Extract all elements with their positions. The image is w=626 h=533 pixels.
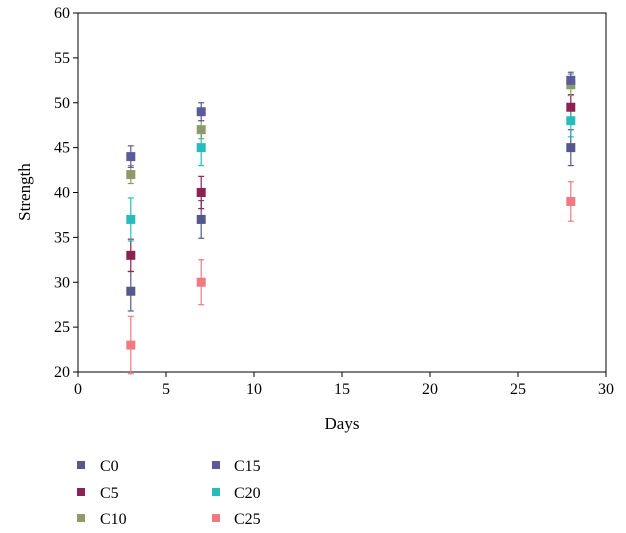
data-point-c15: [126, 152, 136, 162]
x-tick-label: 5: [162, 381, 170, 398]
y-tick-label: 50: [54, 95, 70, 112]
data-point-c20: [566, 116, 576, 126]
y-axis-title: Strength: [15, 163, 34, 221]
legend-item-c0: C0: [77, 458, 119, 475]
data-point-c10: [126, 170, 136, 180]
data-point-c15: [196, 107, 206, 117]
x-tick-label: 10: [246, 381, 262, 398]
data-point-c0: [566, 143, 576, 153]
x-tick-label: 15: [334, 381, 350, 398]
legend-label: C15: [234, 458, 261, 475]
legend-label: C5: [100, 485, 119, 502]
data-point-c5: [126, 250, 136, 260]
legend-marker: [212, 514, 220, 522]
data-points: [126, 75, 576, 350]
legend-label: C20: [234, 485, 261, 502]
data-point-c0: [196, 214, 206, 224]
y-tick-label: 20: [54, 364, 70, 381]
legend-item-c25: C25: [212, 511, 261, 528]
y-tick-label: 55: [54, 50, 70, 67]
plot-area-border: [77, 12, 607, 373]
data-point-c25: [196, 277, 206, 287]
data-point-c15: [566, 75, 576, 85]
legend-item-c5: C5: [77, 485, 119, 502]
x-tick-label: 25: [510, 381, 526, 398]
legend-marker: [212, 488, 220, 496]
legend-label: C10: [100, 511, 127, 528]
y-tick-label: 60: [54, 5, 70, 22]
x-tick-label: 20: [422, 381, 438, 398]
y-tick-label: 30: [54, 274, 70, 291]
legend-marker: [77, 488, 85, 496]
plot-frame: [77, 12, 607, 373]
legend-item-c20: C20: [212, 485, 261, 502]
legend-marker: [77, 514, 85, 522]
error-bars: [127, 71, 574, 375]
legend: C0 C5 C10 C15 C20 C25: [77, 458, 261, 528]
y-tick-label: 35: [54, 229, 70, 246]
legend-marker: [212, 461, 220, 469]
data-point-c5: [196, 188, 206, 197]
data-point-c10: [196, 125, 206, 135]
y-tick-label: 40: [54, 185, 70, 202]
data-point-c20: [196, 143, 206, 153]
x-tick-label: 30: [598, 381, 614, 398]
y-tick-label: 45: [54, 140, 70, 157]
data-point-c0: [126, 286, 136, 296]
y-tick-label: 25: [54, 319, 70, 336]
x-axis-title: Days: [325, 414, 360, 433]
data-point-c25: [566, 196, 576, 206]
data-point-c20: [126, 214, 136, 224]
x-tick-label: 0: [74, 381, 82, 398]
legend-marker: [77, 461, 85, 469]
data-point-c5: [566, 102, 576, 112]
axis-ticks: 0 5 10 15 20 25 30 20 25 30 35 40 45 50 55 60: [54, 5, 614, 398]
legend-label: C25: [234, 511, 261, 528]
legend-label: C0: [100, 458, 119, 475]
legend-item-c10: C10: [77, 511, 127, 528]
legend-item-c15: C15: [212, 458, 261, 475]
data-point-c25: [126, 340, 136, 350]
